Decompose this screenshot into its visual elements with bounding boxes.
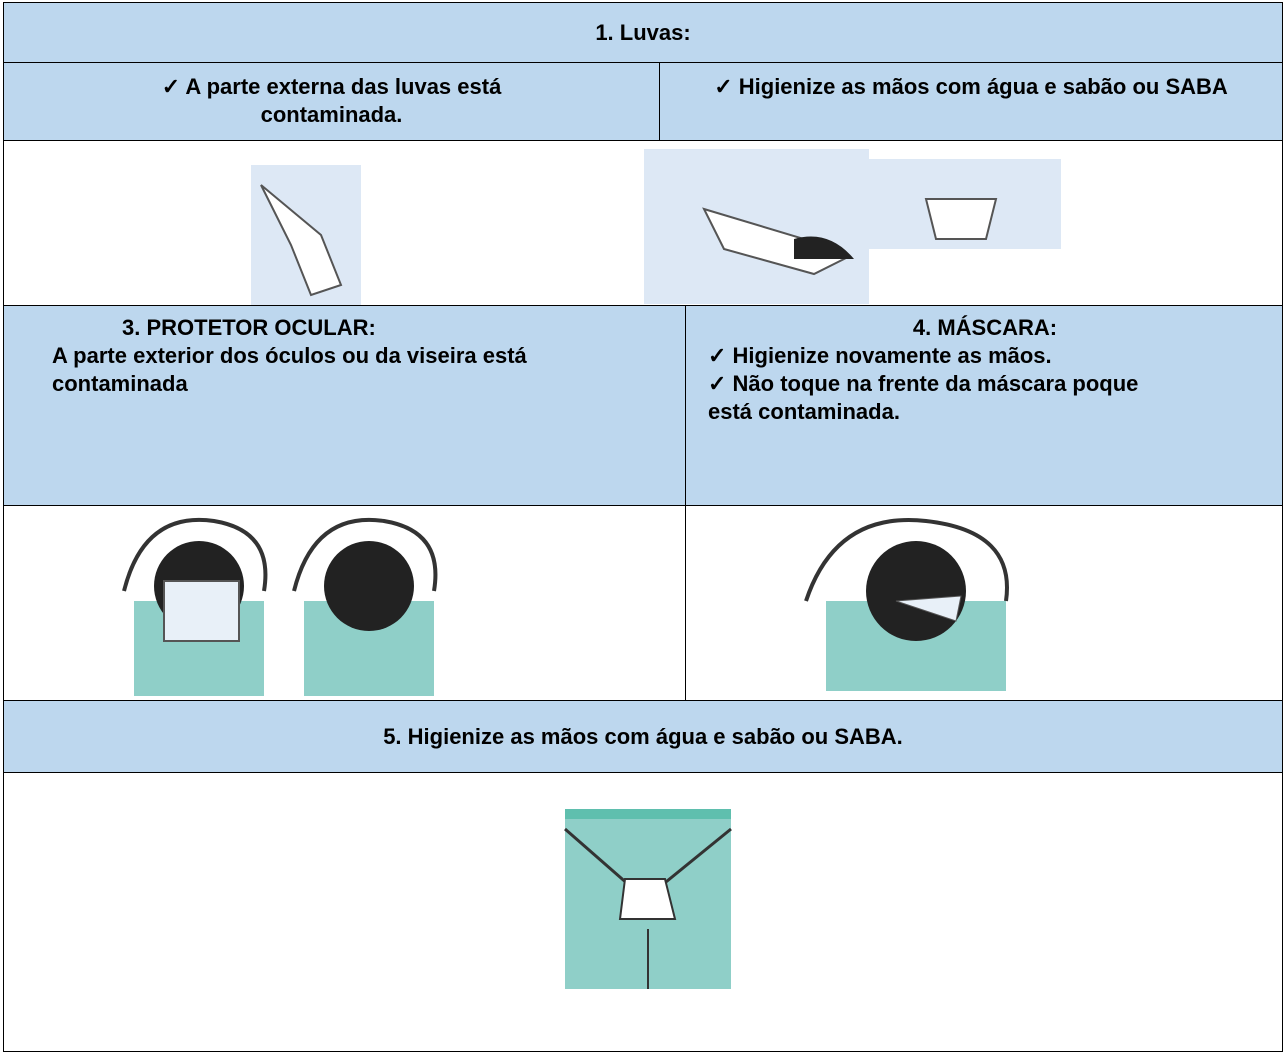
heading: 1. Luvas: — [595, 20, 691, 45]
illustration — [866, 159, 1061, 249]
illustration — [122, 517, 438, 696]
cell: ✓ A parte externa das luvas está contami… — [3, 62, 660, 141]
heading: 4. MÁSCARA: — [912, 315, 1058, 340]
text: ✓ Higienize as mãos com água e sabão ou … — [714, 74, 1228, 99]
illustration — [644, 149, 869, 304]
text: A parte exterior dos óculos ou da viseir… — [52, 343, 527, 396]
illustration — [251, 165, 361, 307]
image-cell — [3, 772, 1283, 1052]
image-cell — [685, 505, 1283, 701]
header-cell: 5. Higienize as mãos com água e sabão ou… — [3, 700, 1283, 773]
image-cell — [3, 140, 1283, 307]
illustration — [804, 518, 1009, 691]
text: ✓ A parte externa das luvas está contami… — [161, 74, 502, 127]
cell: 4. MÁSCARA: ✓ Higienize novamente as mãos… — [685, 305, 1283, 506]
header-cell: 1. Luvas: — [3, 2, 1283, 63]
illustration — [564, 809, 732, 989]
bullet: ✓ Higienize novamente as mãos. — [708, 343, 1052, 368]
cell: 3. PROTETOR OCULAR: A parte exterior dos … — [3, 305, 686, 506]
cell: ✓ Higienize as mãos com água e sabão ou … — [659, 62, 1283, 141]
heading: 3. PROTETOR OCULAR: — [122, 315, 376, 340]
bullet: ✓ Não toque na frente da máscara poque e… — [708, 371, 1139, 424]
image-cell — [3, 505, 686, 701]
heading: 5. Higienize as mãos com água e sabão ou… — [383, 724, 903, 749]
